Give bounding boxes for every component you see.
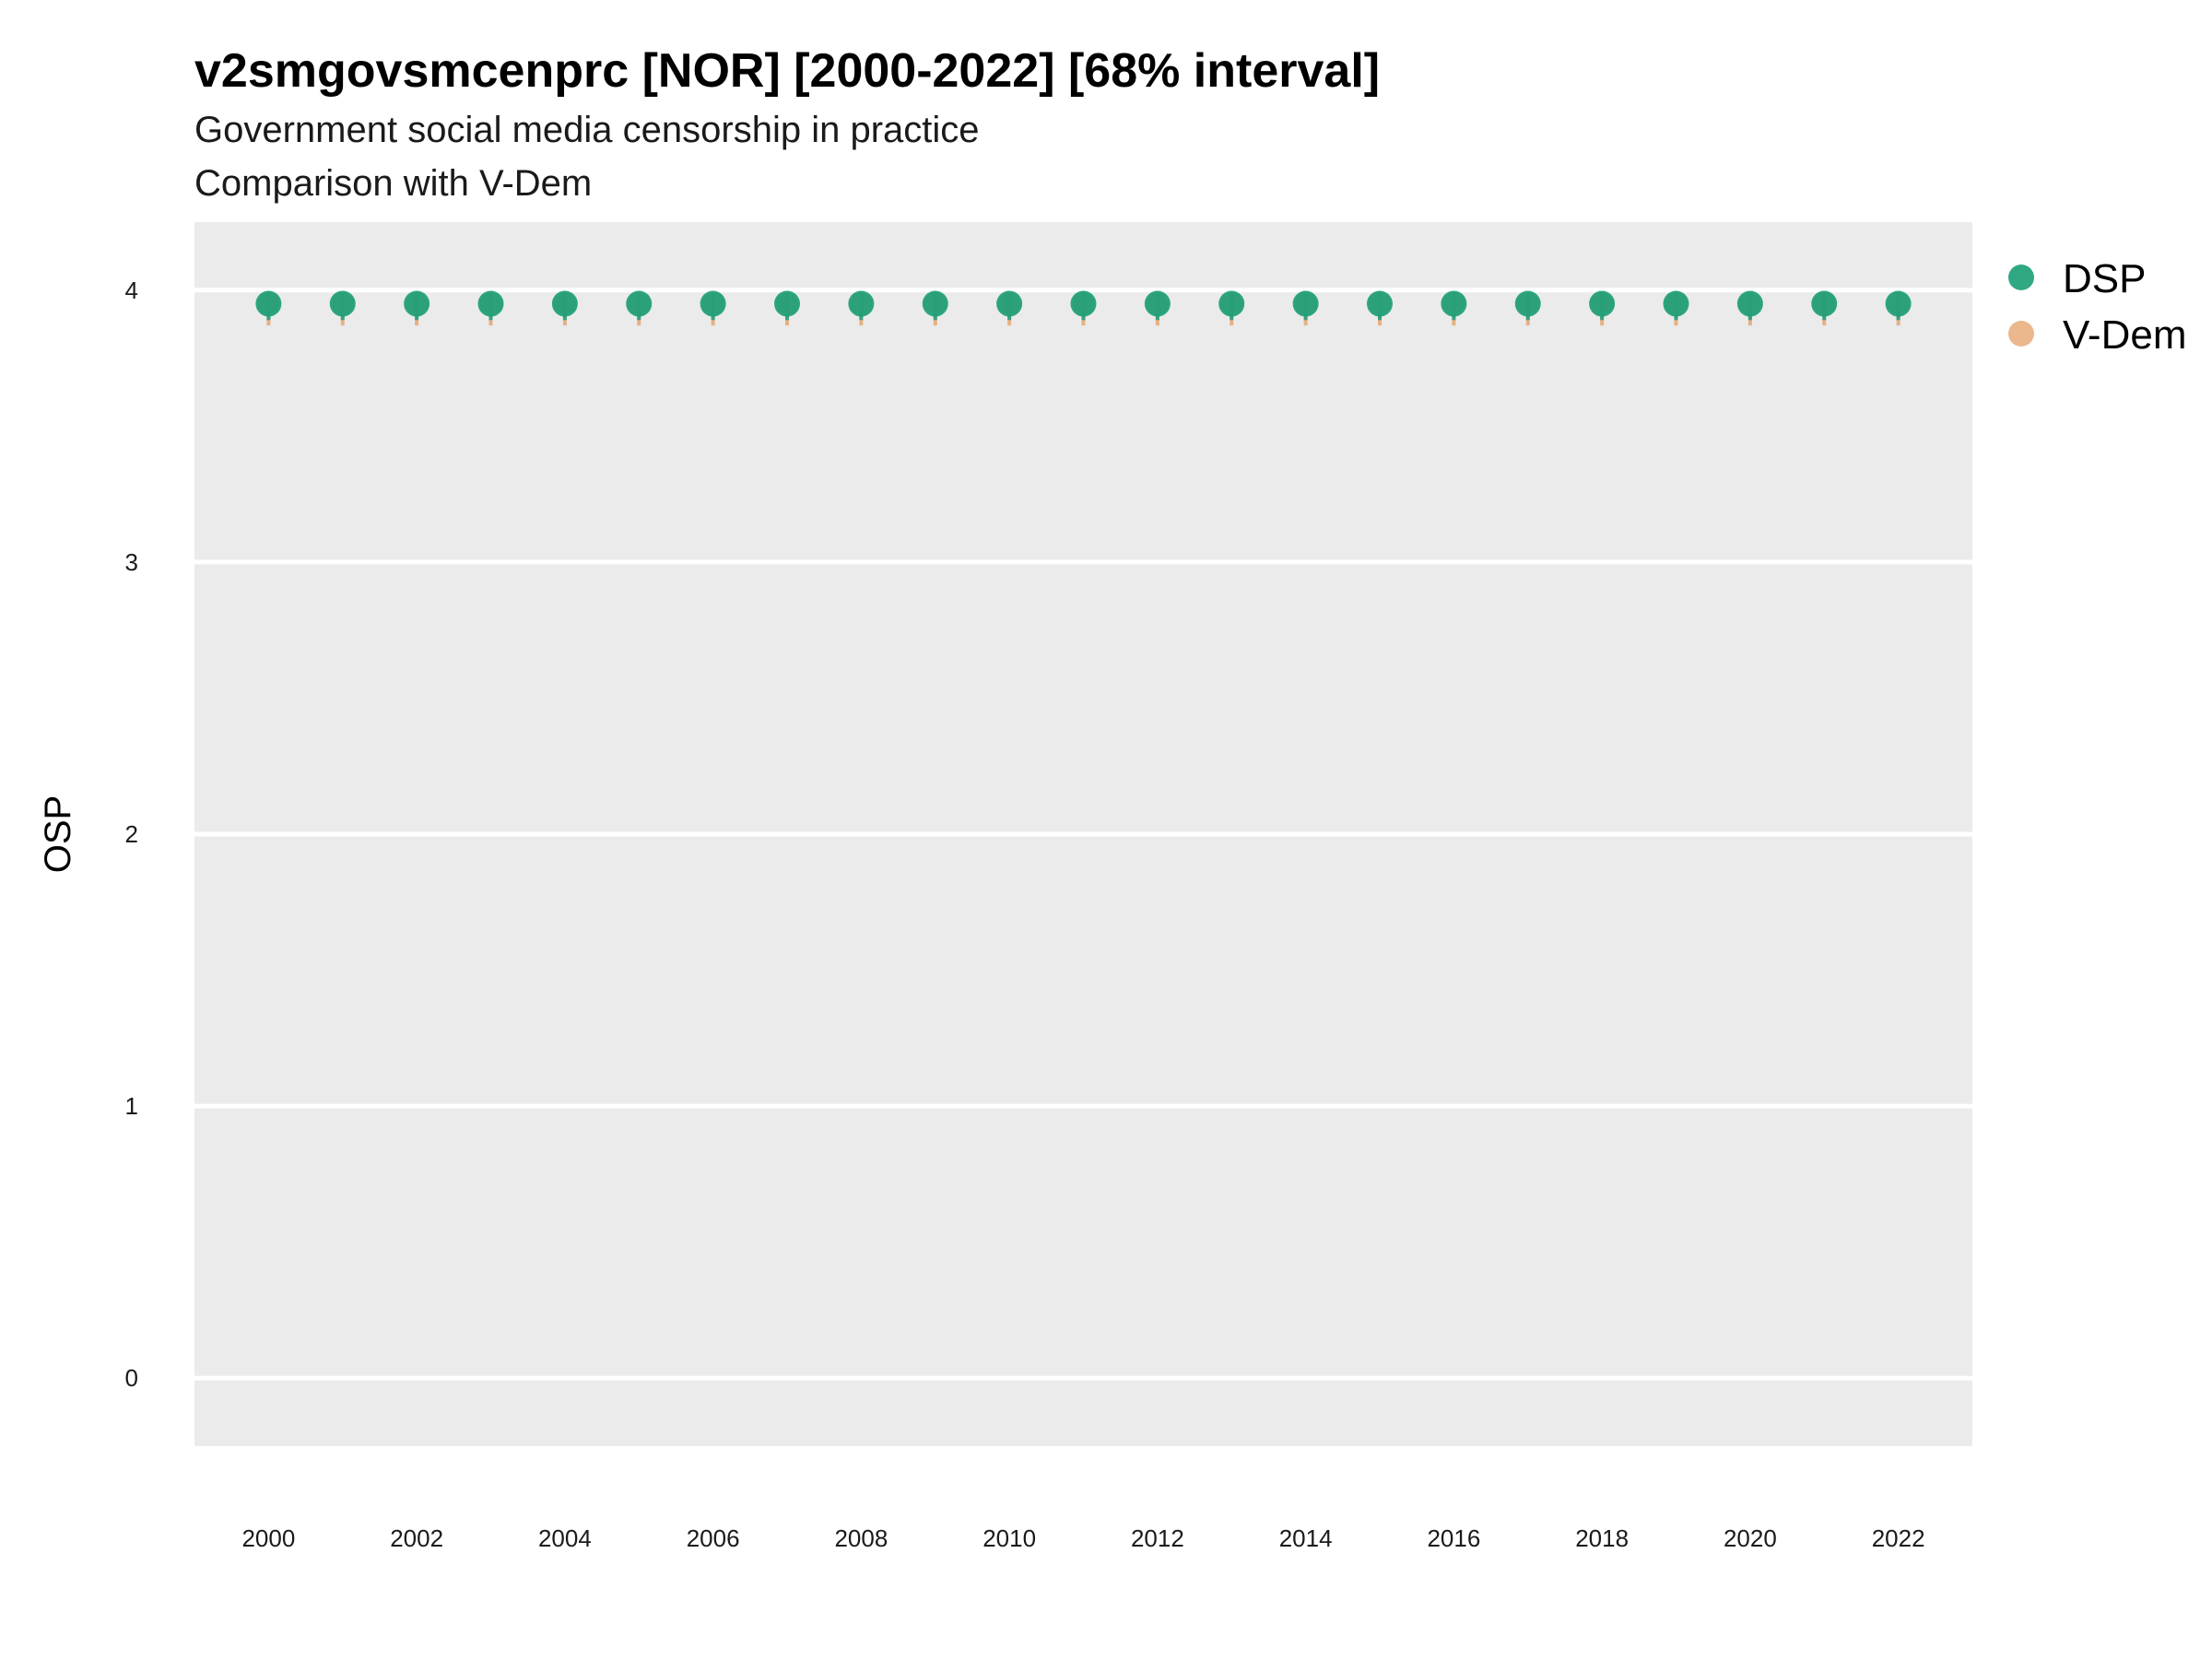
point-dsp [1736, 290, 1763, 317]
point-dsp [1885, 290, 1912, 317]
point-dsp [1070, 290, 1097, 317]
point-dsp [774, 290, 800, 317]
point-dsp [404, 290, 430, 317]
data-points [255, 290, 1912, 317]
y-tick-label: 0 [125, 1364, 138, 1392]
x-tick-label: 2010 [982, 1524, 1036, 1552]
point-dsp [1514, 290, 1541, 317]
point-dsp [1589, 290, 1616, 317]
point-dsp [551, 290, 578, 317]
legend-key-vdem [2008, 321, 2034, 347]
y-axis-ticks: 0 1 2 3 4 [125, 276, 138, 1392]
legend-label-dsp: DSP [2063, 256, 2146, 301]
legend-label-vdem: V-Dem [2063, 312, 2186, 358]
point-dsp [1292, 290, 1319, 317]
gridlines [194, 288, 1972, 1381]
x-axis-ticks: 2000 2002 2004 2006 2008 2010 2012 2014 2016 2018… [241, 1524, 1924, 1552]
x-tick-label: 2000 [241, 1524, 295, 1552]
point-dsp [1367, 290, 1393, 317]
point-dsp [1441, 290, 1467, 317]
x-tick-label: 2020 [1724, 1524, 1777, 1552]
point-dsp [1144, 290, 1171, 317]
x-tick-label: 2006 [687, 1524, 740, 1552]
chart-title: v2smgovsmcenprc [NOR] [2000-2022] [68% i… [194, 44, 1380, 98]
x-tick-label: 2012 [1131, 1524, 1184, 1552]
x-tick-label: 2018 [1575, 1524, 1629, 1552]
y-tick-label: 3 [125, 548, 138, 576]
point-dsp [626, 290, 653, 317]
point-dsp [1218, 290, 1245, 317]
point-dsp [477, 290, 504, 317]
x-tick-label: 2022 [1872, 1524, 1925, 1552]
point-dsp [922, 290, 948, 317]
chart-subtitle-line-1: Government social media censorship in pr… [194, 110, 980, 150]
chart-subtitle-line-2: Comparison with V-Dem [194, 163, 592, 204]
x-tick-label: 2016 [1427, 1524, 1480, 1552]
x-tick-label: 2002 [390, 1524, 443, 1552]
point-dsp [1663, 290, 1689, 317]
point-dsp [996, 290, 1023, 317]
point-dsp [1811, 290, 1838, 317]
y-tick-label: 1 [125, 1092, 138, 1120]
point-dsp [848, 290, 875, 317]
point-dsp [700, 290, 726, 317]
point-dsp [329, 290, 356, 317]
x-tick-label: 2014 [1279, 1524, 1333, 1552]
point-dsp [255, 290, 282, 317]
x-tick-label: 2004 [538, 1524, 592, 1552]
x-tick-label: 2008 [834, 1524, 888, 1552]
y-tick-label: 4 [125, 276, 138, 304]
y-tick-label: 2 [125, 820, 138, 848]
legend-key-dsp [2008, 265, 2034, 290]
y-axis-title: OSP [38, 795, 78, 873]
legend: DSP V-Dem [2008, 256, 2186, 358]
